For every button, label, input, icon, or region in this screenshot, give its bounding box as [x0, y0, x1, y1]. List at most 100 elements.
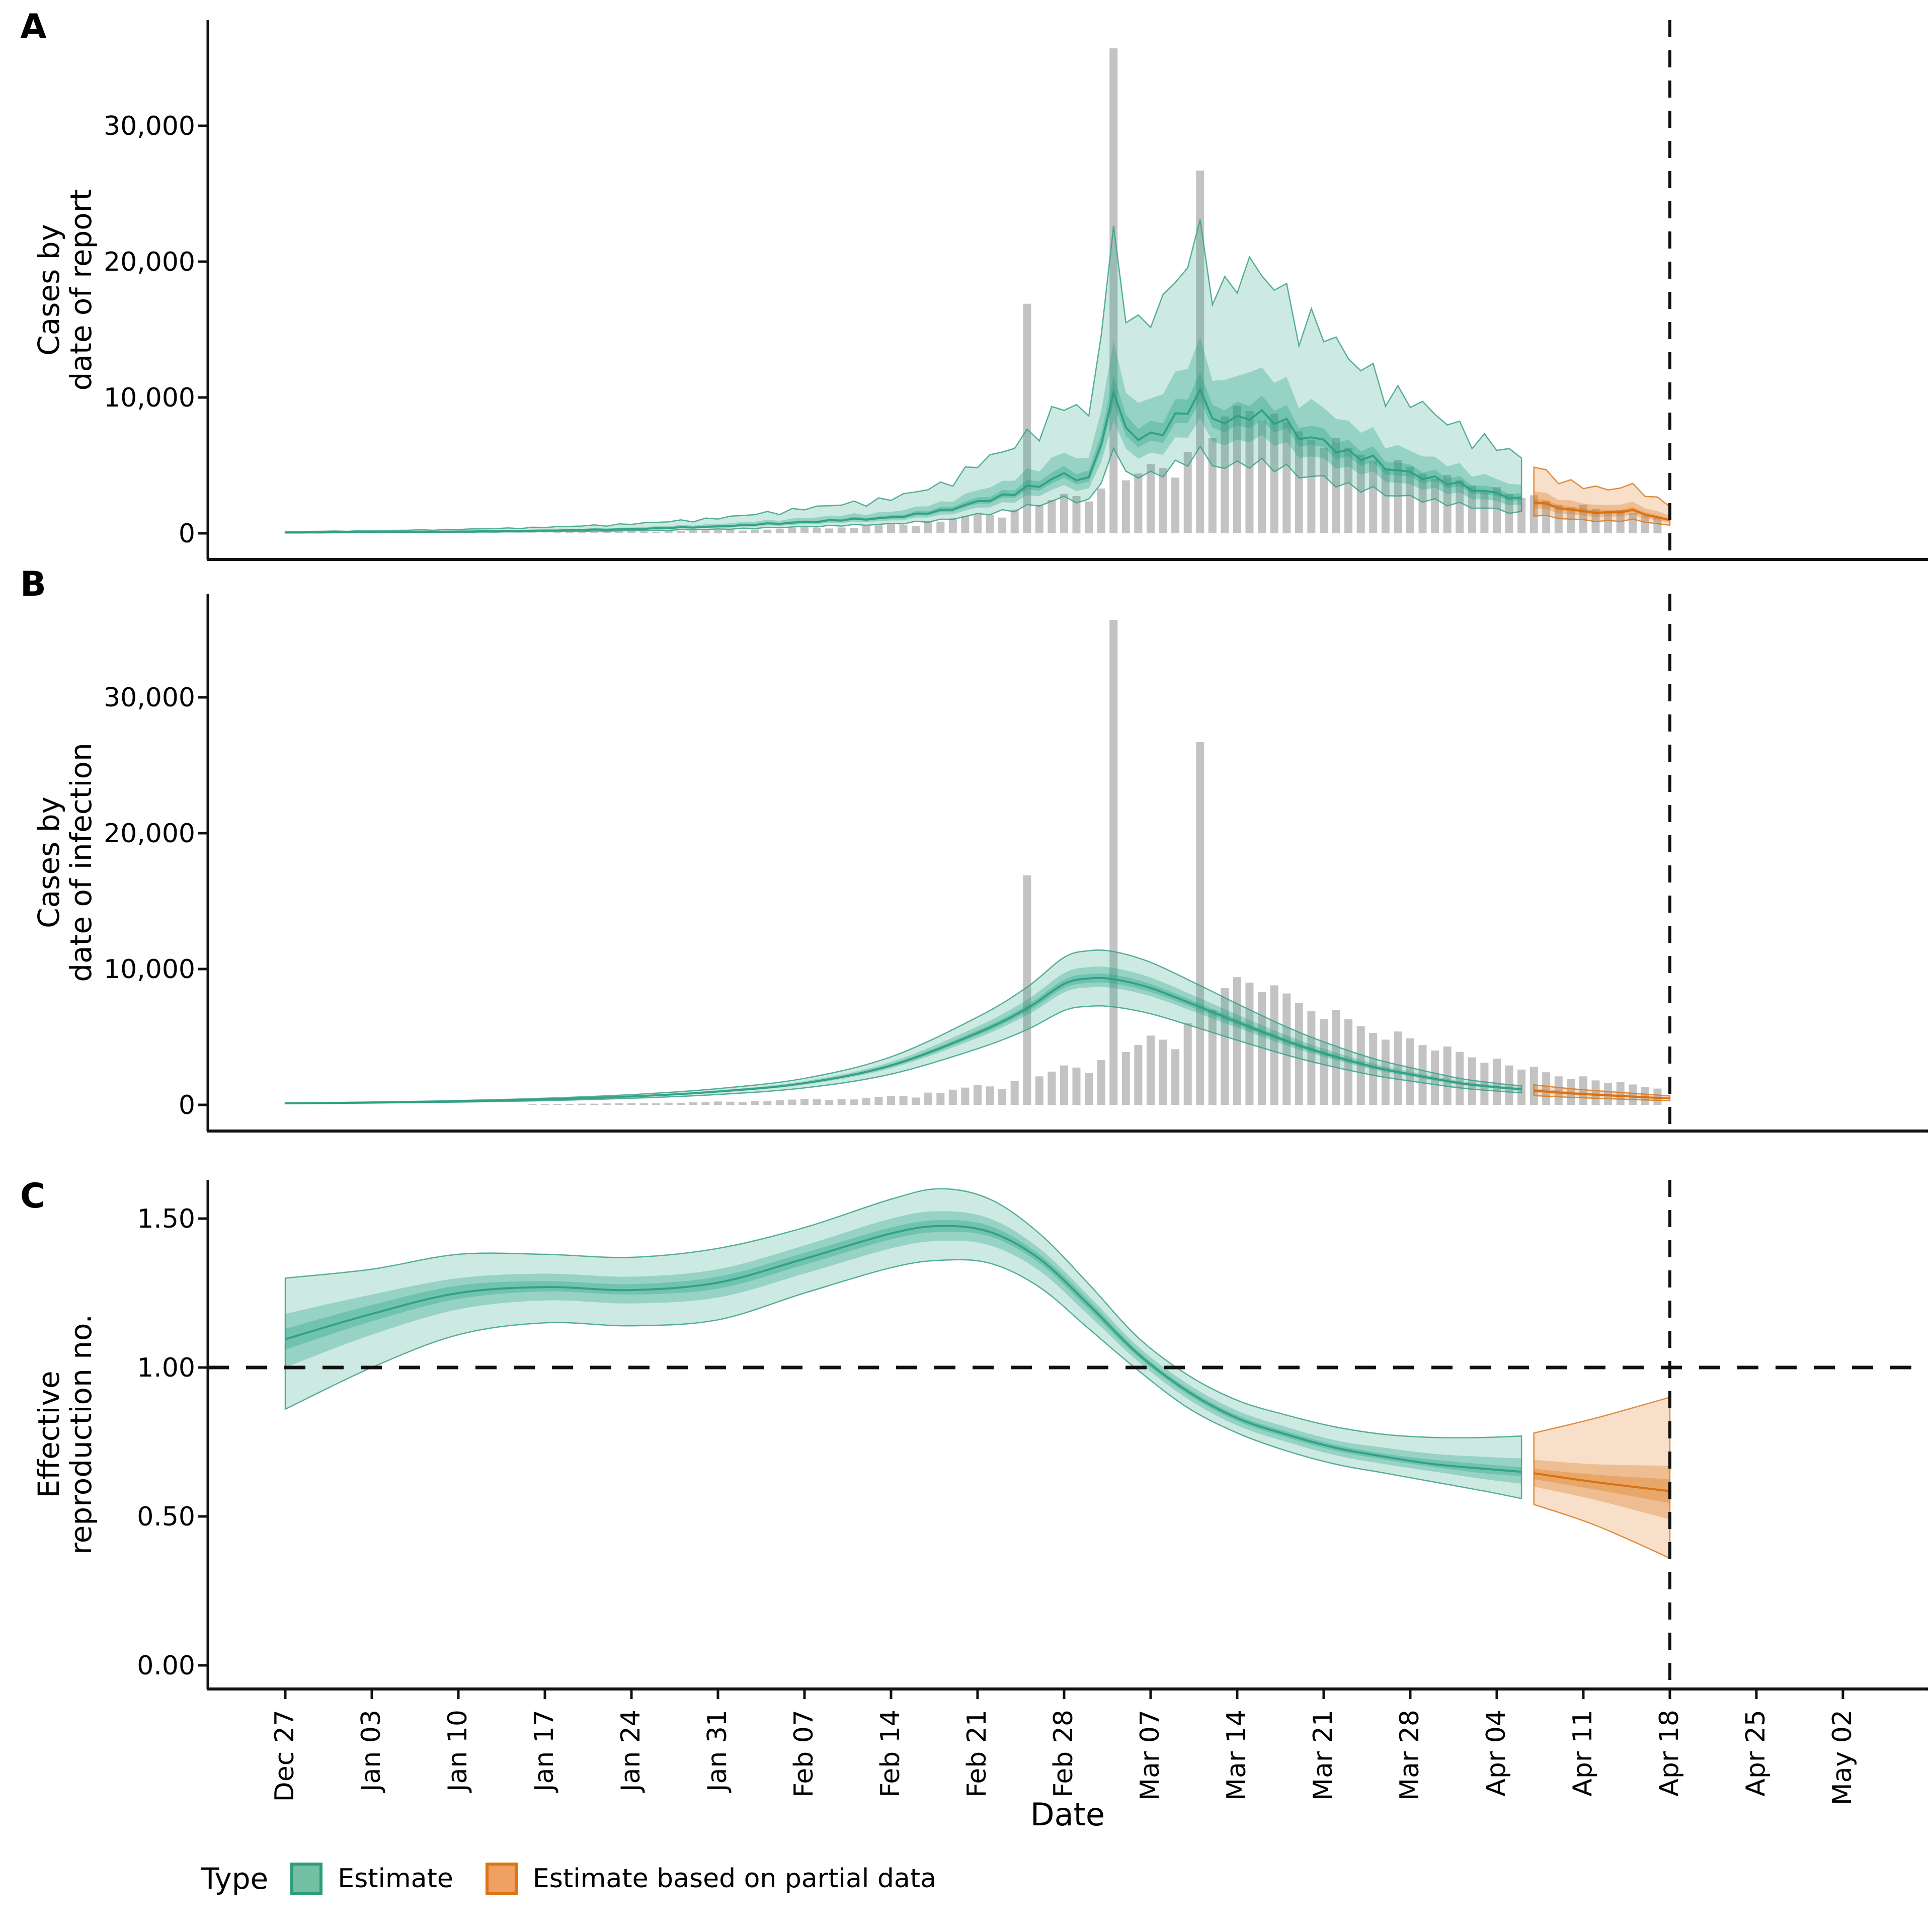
case-bar: [1394, 1031, 1402, 1105]
case-bar: [1604, 511, 1613, 533]
case-bar: [837, 527, 846, 533]
case-bar: [825, 528, 834, 533]
case-bar: [1171, 477, 1180, 533]
case-bar: [1493, 1059, 1501, 1105]
legend-item-partial-label: Estimate based on partial data: [532, 1864, 936, 1894]
panel-b-y-title-line2: date of infection: [64, 743, 98, 982]
case-bar: [1147, 464, 1155, 533]
panel-a-y-title-line1: Cases by: [32, 224, 66, 356]
case-bar: [726, 1101, 735, 1105]
x-tick-label: Jan 31: [702, 1710, 733, 1793]
case-bar: [1258, 420, 1266, 533]
credible-interval-50: [1534, 492, 1670, 523]
credible-interval-50: [285, 967, 1522, 1104]
case-bar: [751, 1101, 759, 1105]
case-bar: [1233, 977, 1241, 1105]
case-bar: [1121, 1052, 1130, 1105]
case-bar: [541, 1104, 549, 1105]
y-tick-label: 1.00: [137, 1353, 195, 1383]
case-bar: [912, 1097, 920, 1105]
reported-cases-bars: [528, 48, 1662, 534]
panel-c-y-title-line2: reproduction no.: [64, 1314, 98, 1555]
case-bar: [974, 513, 982, 533]
y-tick-label: 0.50: [137, 1502, 195, 1532]
x-tick-label: May 02: [1827, 1710, 1858, 1805]
estimate-swatch-icon: [290, 1863, 323, 1895]
case-bar: [639, 1103, 648, 1105]
case-bar: [701, 1102, 710, 1105]
case-bar: [602, 532, 611, 533]
credible-interval-20: [285, 372, 1522, 533]
case-bar: [1060, 494, 1068, 533]
x-tick-label: Feb 21: [962, 1710, 992, 1798]
case-bar: [1121, 480, 1130, 533]
case-bar: [800, 1099, 809, 1105]
legend-item-estimate-label: Estimate: [338, 1864, 453, 1894]
case-bar: [837, 1099, 846, 1105]
credible-interval-20: [1534, 499, 1670, 521]
x-tick-label: Feb 28: [1049, 1710, 1079, 1798]
case-bar: [874, 1097, 883, 1105]
case-bar: [1147, 1035, 1155, 1105]
case-bar: [627, 531, 635, 533]
case-bar: [1196, 742, 1204, 1105]
reported-cases-bars: [528, 620, 1662, 1105]
case-bar: [1085, 501, 1093, 534]
case-bar: [553, 532, 561, 533]
y-tick-label: 0: [179, 1090, 195, 1120]
case-bar: [566, 532, 574, 533]
case-bar: [1480, 1063, 1489, 1105]
case-bar: [1060, 1065, 1068, 1105]
case-bar: [1406, 466, 1414, 533]
credible-interval-90: [284, 1188, 1522, 1500]
case-bar: [1035, 505, 1043, 533]
case-bar: [739, 530, 747, 533]
case-bar: [1023, 303, 1031, 533]
case-bar: [627, 1103, 635, 1105]
case-bar: [1356, 454, 1365, 533]
case-bar: [689, 530, 697, 533]
case-bar: [714, 530, 722, 534]
case-bar: [590, 1103, 599, 1105]
panel-c-y-axis-title: Effective reproduction no.: [32, 1133, 98, 1736]
case-bar: [1567, 1079, 1575, 1105]
case-bar: [1072, 496, 1081, 534]
case-bar: [1356, 1026, 1365, 1105]
case-bar: [1431, 1051, 1439, 1105]
case-bar: [652, 531, 661, 533]
case-bar: [1344, 447, 1353, 533]
panel-a-y-title-line2: date of report: [64, 189, 98, 391]
case-bar: [1282, 993, 1291, 1105]
case-bar: [553, 1104, 561, 1105]
case-bar: [566, 1104, 574, 1105]
case-bar: [1320, 447, 1328, 533]
case-bar: [924, 1092, 932, 1105]
case-bar: [1295, 1003, 1303, 1105]
case-bar: [1344, 1019, 1353, 1105]
panel-b-y-title-line1: Cases by: [32, 796, 66, 928]
x-tick-label: Apr 18: [1654, 1710, 1684, 1797]
case-bar: [1134, 1045, 1143, 1105]
case-bar: [1171, 1049, 1180, 1105]
case-bar: [1468, 1057, 1476, 1105]
case-bar: [1629, 513, 1637, 533]
case-bar: [528, 1104, 537, 1105]
case-bar: [1653, 517, 1662, 533]
x-axis-title: Date: [1030, 1796, 1105, 1833]
case-bar: [1097, 488, 1105, 533]
x-tick-label: Mar 14: [1222, 1710, 1252, 1801]
case-bar: [1085, 1073, 1093, 1105]
case-bar: [1542, 501, 1551, 533]
case-bar: [874, 525, 883, 533]
case-bar: [677, 1103, 685, 1105]
case-bar: [1270, 414, 1278, 533]
case-bar: [1183, 452, 1192, 533]
credible-interval-90: [284, 949, 1522, 1104]
case-bar: [850, 528, 858, 533]
case-bar: [1604, 1083, 1613, 1105]
credible-interval-50: [285, 1211, 1522, 1484]
case-bar: [578, 1103, 586, 1105]
y-tick-label: 10,000: [104, 383, 195, 413]
